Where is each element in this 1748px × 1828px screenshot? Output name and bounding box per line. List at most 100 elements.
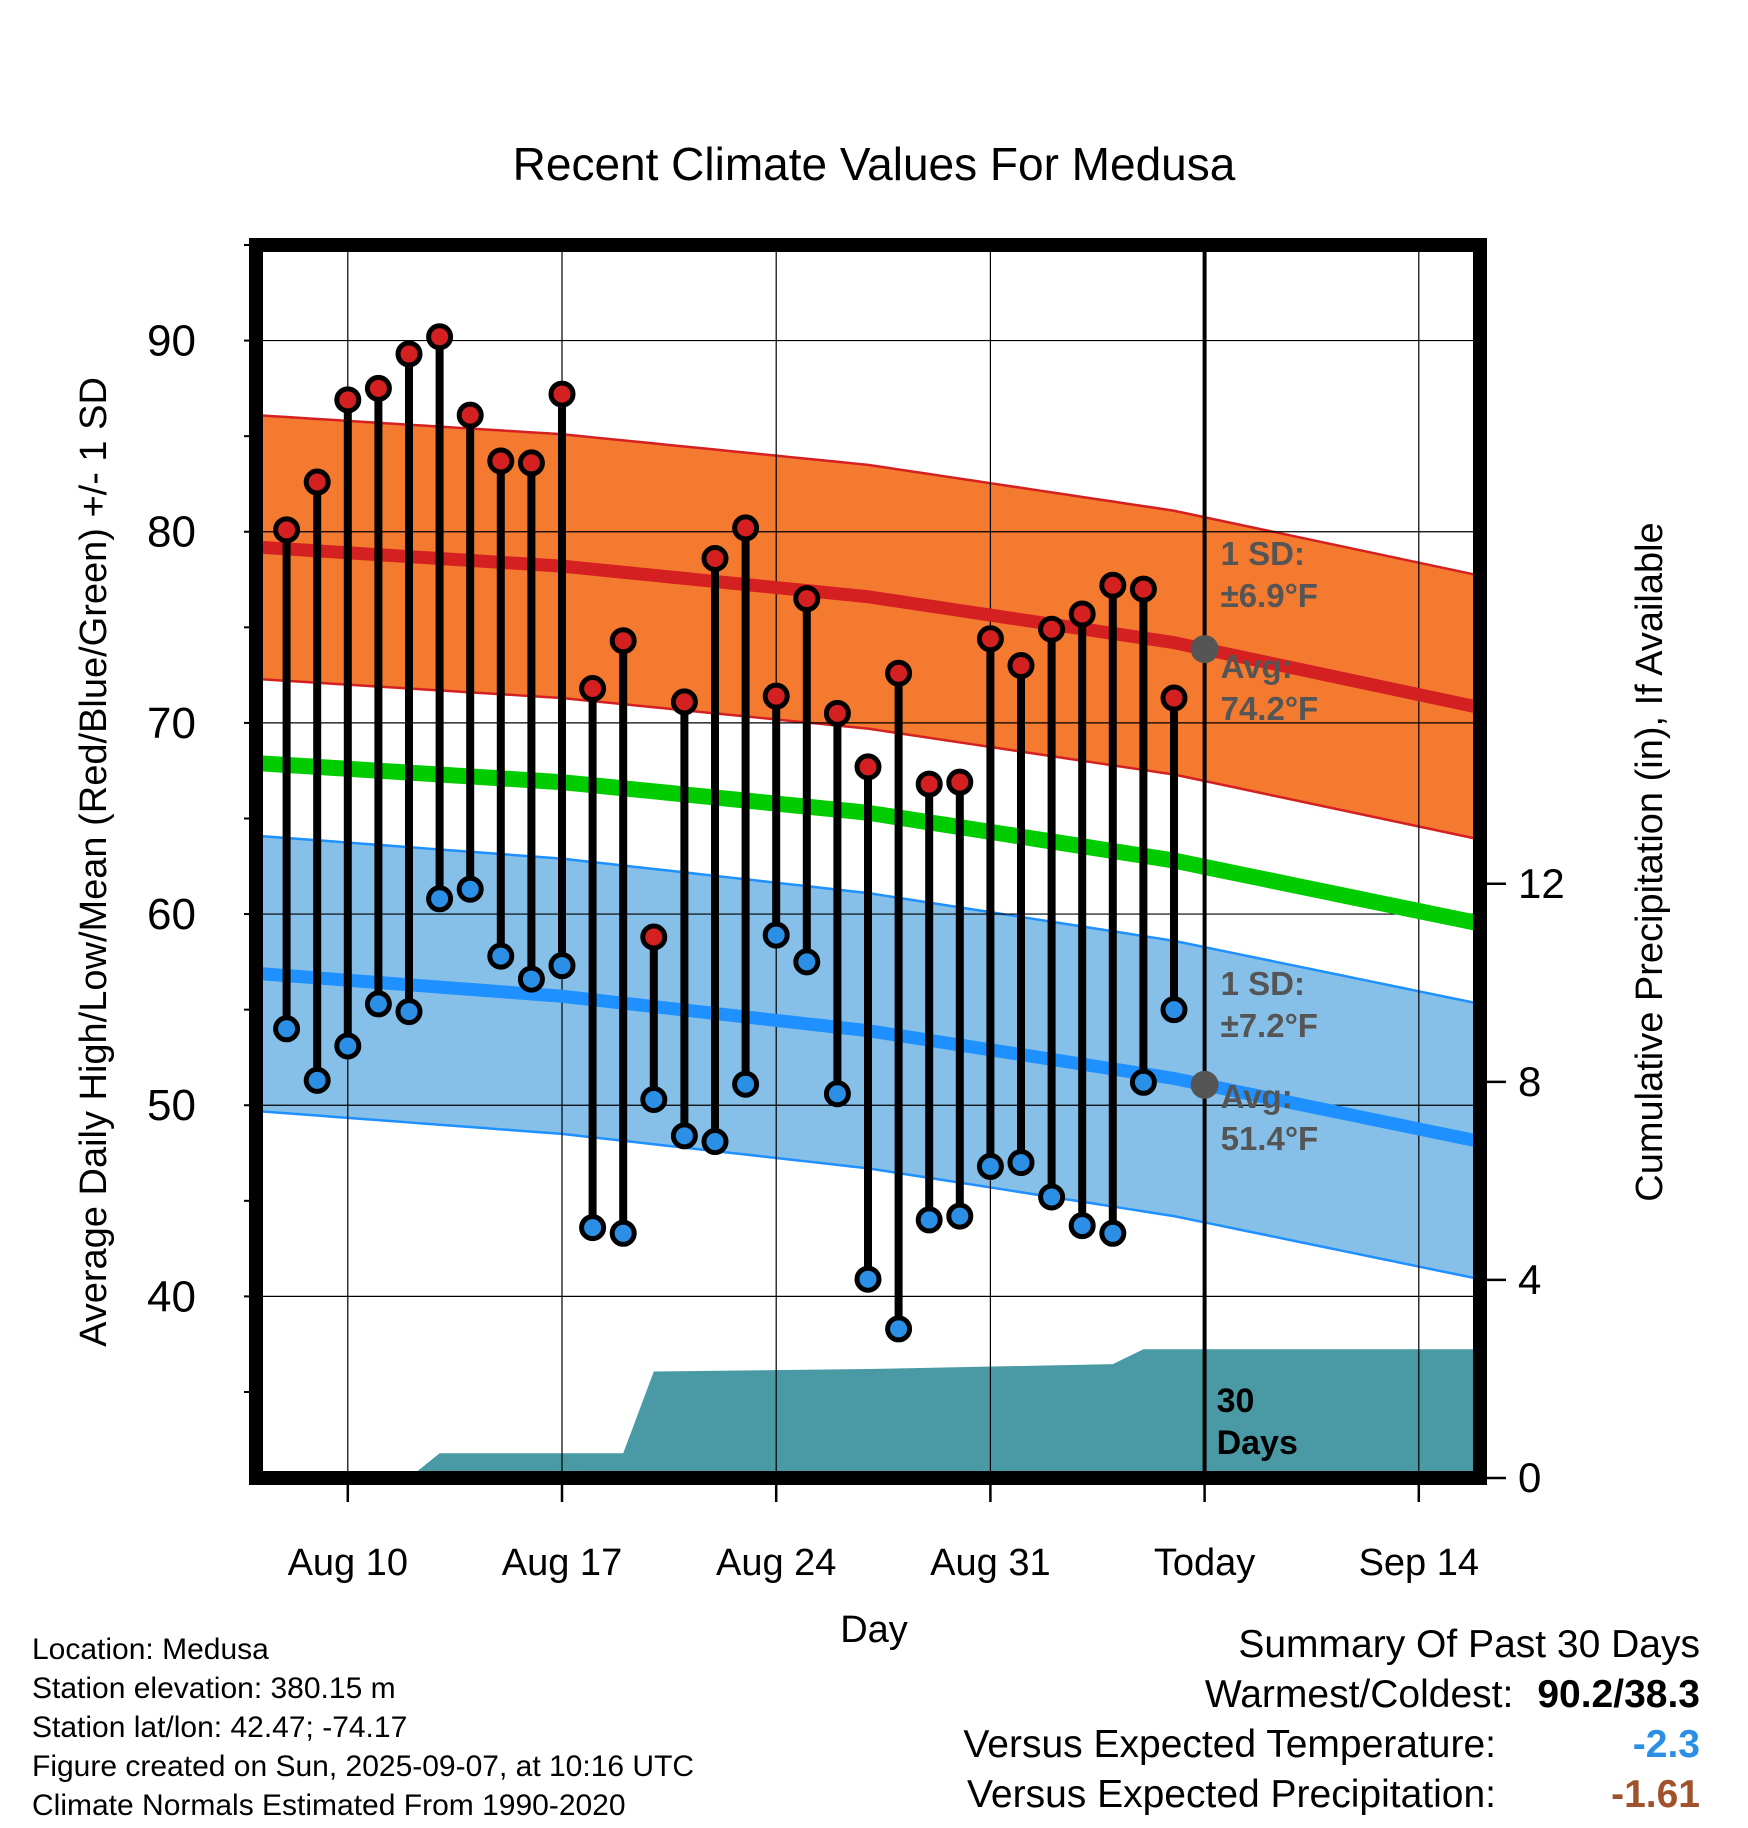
x-tick-label: Today	[1154, 1542, 1255, 1584]
precip-departure-row: Versus Expected Precipitation: -1.61	[963, 1770, 1700, 1820]
daily-low-point	[303, 1066, 331, 1094]
daily-low-point	[334, 1032, 362, 1060]
daily-high-point	[487, 447, 515, 475]
low-avg-label: Avg:	[1221, 1078, 1293, 1115]
daily-high-point	[273, 516, 301, 544]
normals-text: Climate Normals Estimated From 1990-2020	[32, 1789, 626, 1822]
daily-low-point	[701, 1128, 729, 1156]
daily-low-point	[976, 1152, 1004, 1180]
today-high-marker	[1190, 635, 1219, 664]
station-info: Location: Medusa Station elevation: 380.…	[32, 1630, 694, 1825]
x-axis-label: Day	[840, 1609, 908, 1651]
elevation-text: Station elevation: 380.15 m	[32, 1672, 396, 1705]
y2-tick-label: 4	[1518, 1256, 1541, 1303]
daily-low-point	[823, 1080, 851, 1108]
y2-tick-label: 12	[1518, 860, 1565, 907]
temp-departure-value: -2.3	[1632, 1723, 1700, 1766]
daily-low-point	[273, 1015, 301, 1043]
warm-cold-row: Warmest/Coldest: 90.2/38.3	[963, 1670, 1700, 1720]
daily-low-point	[732, 1070, 760, 1098]
daily-high-point	[823, 699, 851, 727]
high-sd-value: ±6.9°F	[1221, 577, 1318, 614]
daily-high-point	[426, 323, 454, 351]
daily-low-point	[487, 942, 515, 970]
high-sd-band-upper	[255, 413, 1481, 577]
y-tick-label: 90	[147, 317, 196, 366]
daily-low-point	[1038, 1183, 1066, 1211]
daily-low-point	[640, 1085, 668, 1113]
daily-high-point	[640, 923, 668, 951]
warm-cold-value: 90.2/38.3	[1537, 1673, 1700, 1716]
daily-low-point	[793, 948, 821, 976]
daily-high-point	[579, 674, 607, 702]
high-avg-label: Avg:	[1221, 648, 1293, 685]
daily-high-point	[334, 386, 362, 414]
daily-high-point	[915, 770, 943, 798]
y2-tick-label: 0	[1518, 1454, 1541, 1501]
x-tick-label: Aug 17	[502, 1542, 622, 1584]
x-tick-label: Aug 10	[288, 1542, 408, 1584]
precip-departure-value: -1.61	[1611, 1773, 1700, 1816]
daily-high-point	[364, 374, 392, 402]
y2-axis-label: Cumulative Precipitation (in), If Availa…	[1629, 522, 1671, 1201]
daily-low-point	[1129, 1068, 1157, 1096]
daily-high-point	[854, 753, 882, 781]
daily-high-point	[1007, 652, 1035, 680]
daily-low-point	[395, 998, 423, 1026]
y-tick-label: 50	[147, 1081, 196, 1130]
daily-low-point	[548, 952, 576, 980]
temp-departure-row: Versus Expected Temperature: -2.3	[963, 1720, 1700, 1770]
location-text: Location: Medusa	[32, 1633, 269, 1666]
daily-low-point	[762, 921, 790, 949]
daily-high-point	[701, 545, 729, 573]
daily-low-point	[456, 875, 484, 903]
precip-departure-label: Versus Expected Precipitation:	[967, 1773, 1496, 1816]
daily-high-point	[303, 468, 331, 496]
low-avg-value: 51.4°F	[1221, 1120, 1319, 1157]
normal-high-line	[255, 540, 1482, 714]
x-tick-label: Aug 31	[930, 1542, 1050, 1584]
created-text: Figure created on Sun, 2025-09-07, at 10…	[32, 1750, 695, 1783]
daily-low-point	[579, 1214, 607, 1242]
today-low-marker	[1190, 1070, 1219, 1099]
daily-high-point	[1099, 571, 1127, 599]
daily-high-point	[946, 768, 974, 796]
daily-high-point	[762, 682, 790, 710]
y-tick-label: 40	[147, 1272, 196, 1321]
daily-low-point	[854, 1265, 882, 1293]
summary-heading: Summary Of Past 30 Days	[1238, 1623, 1700, 1666]
daily-high-point	[793, 585, 821, 613]
daily-low-point	[364, 990, 392, 1018]
daily-low-point	[517, 965, 545, 993]
daily-high-point	[976, 625, 1004, 653]
low-sd-label: 1 SD:	[1221, 965, 1305, 1002]
daily-high-point	[1038, 615, 1066, 643]
plot-frame	[249, 238, 1487, 1485]
daily-high-point	[885, 659, 913, 687]
daily-low-point	[426, 885, 454, 913]
daily-high-point	[609, 627, 637, 655]
chart-title: Recent Climate Values For Medusa	[513, 138, 1236, 190]
daily-low-point	[1160, 996, 1188, 1024]
high-avg-value: 74.2°F	[1221, 690, 1319, 727]
daily-low-point	[1099, 1219, 1127, 1247]
x-tick-label: Aug 24	[716, 1542, 836, 1584]
y-tick-label: 60	[147, 890, 196, 939]
window-label-days: Days	[1217, 1424, 1298, 1462]
high-sd-band-lower	[255, 677, 1481, 841]
daily-high-point	[732, 514, 760, 542]
daily-low-point	[609, 1219, 637, 1247]
y2-tick-label: 8	[1518, 1058, 1541, 1105]
daily-low-point	[885, 1315, 913, 1343]
daily-low-point	[1007, 1149, 1035, 1177]
low-sd-value: ±7.2°F	[1221, 1007, 1318, 1044]
y-tick-label: 80	[147, 508, 196, 557]
daily-high-point	[517, 449, 545, 477]
daily-high-point	[1068, 600, 1096, 628]
daily-high-point	[670, 688, 698, 716]
daily-high-point	[1160, 684, 1188, 712]
temp-departure-label: Versus Expected Temperature:	[963, 1723, 1496, 1766]
summary-panel: Summary Of Past 30 Days Warmest/Coldest:…	[963, 1620, 1700, 1820]
daily-low-point	[946, 1202, 974, 1230]
